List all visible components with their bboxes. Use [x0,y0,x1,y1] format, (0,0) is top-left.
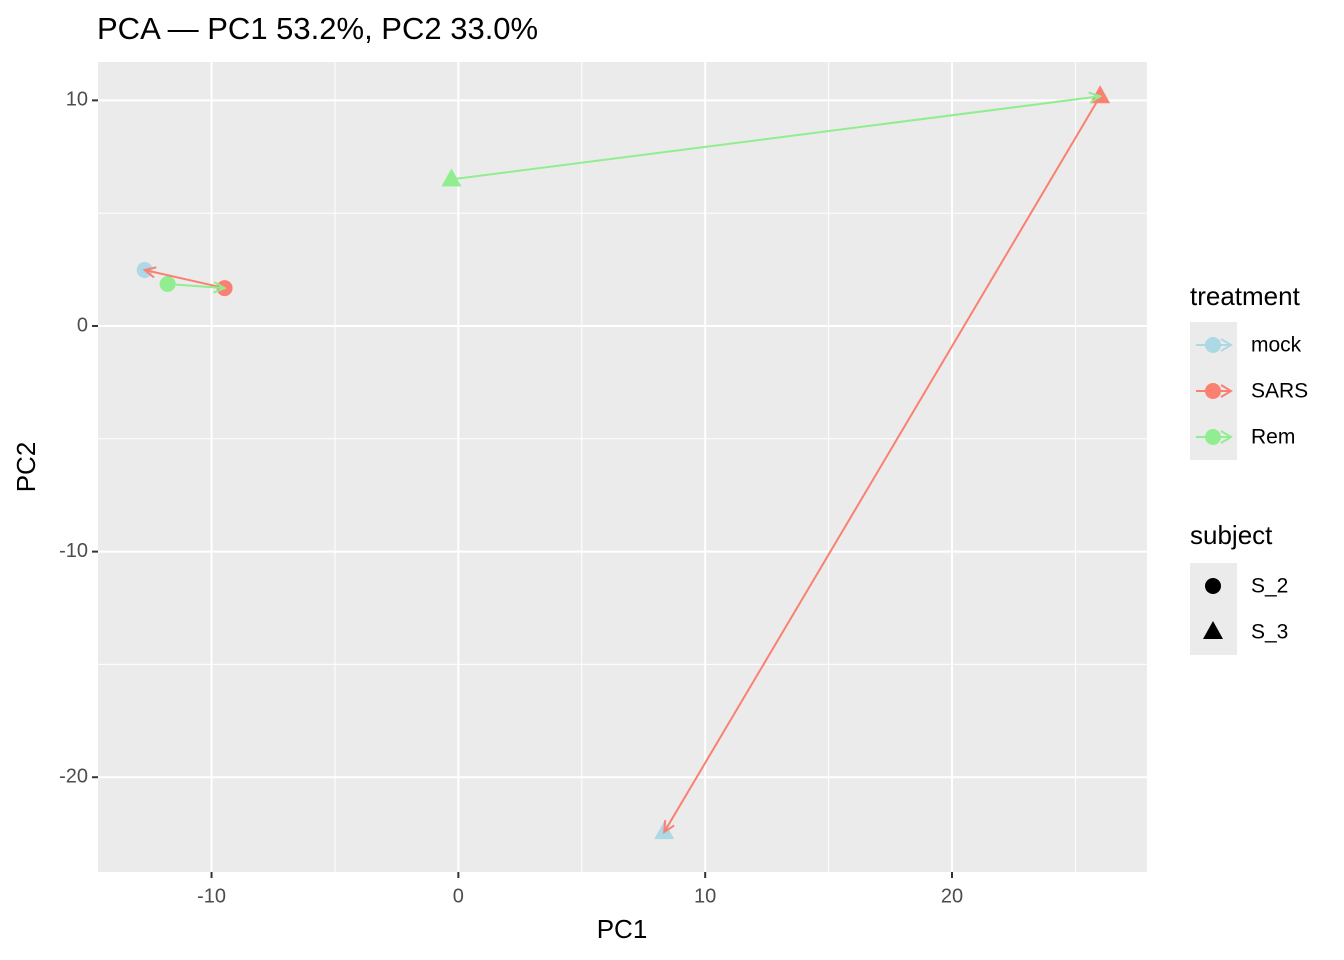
arrow-head [663,820,675,835]
y-tick-label: 10 [66,89,88,111]
arrow-line [663,95,1101,833]
arrow [167,281,227,294]
chart-title: PCA — PC1 53.2%, PC2 33.0% [97,11,538,46]
point [441,168,462,187]
legend-label: Rem [1251,426,1295,449]
arrow-line [167,283,225,290]
legend-point [1205,429,1221,445]
legend-arrow [1220,384,1233,398]
x-axis-title: PC1 [597,914,648,944]
y-tick-label: -10 [59,540,88,562]
plot-panel [98,62,1147,872]
x-tick-label: 0 [453,885,464,907]
legend-key-bg [1190,563,1237,655]
arrow-head [1088,91,1103,104]
y-tick-label: -20 [59,766,88,788]
legend-point [1205,337,1221,353]
x-tick-label: 10 [694,885,716,907]
arrow-head [213,281,227,294]
legend-title: treatment [1190,281,1301,311]
arrow [663,95,1101,835]
legend-label: SARS [1251,380,1308,403]
legend-arrow [1220,430,1233,444]
x-tick-label: -10 [197,885,226,907]
arrow-line [144,269,225,290]
arrow [142,266,225,290]
y-axis-title: PC2 [11,442,41,493]
x-tick-label: 20 [941,885,963,907]
legend-shape [1205,578,1221,594]
legend-point [1205,383,1221,399]
arrow-line [451,95,1101,181]
legend-title: subject [1190,520,1273,550]
legend-arrow [1220,338,1233,352]
legend-label: S_3 [1251,621,1288,644]
legend-label: S_2 [1251,575,1288,598]
arrow [451,91,1103,181]
legend-shape [1203,621,1223,639]
y-tick-label: 0 [77,314,88,336]
arrow-head [142,266,157,279]
legend-label: mock [1251,334,1302,357]
